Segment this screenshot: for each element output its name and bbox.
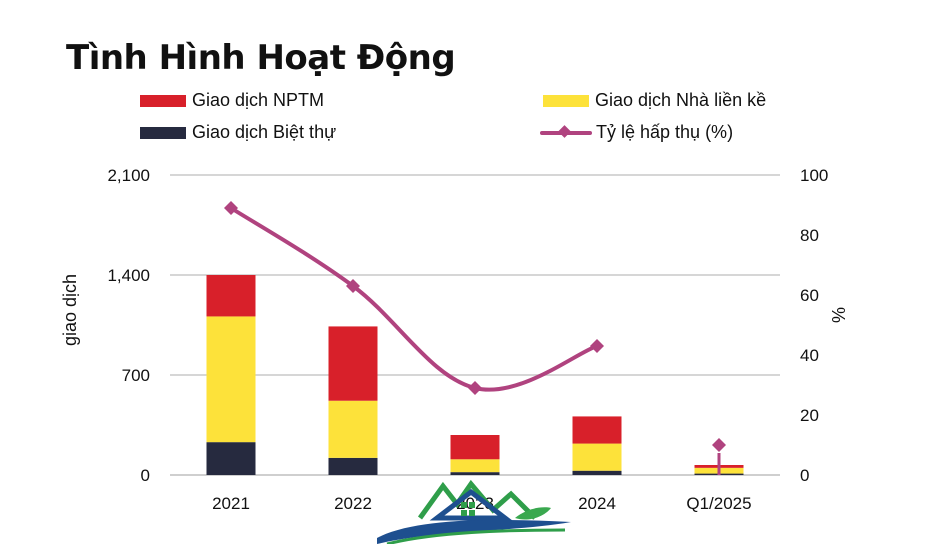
bar-0-0 [206,442,256,475]
bar-1-1 [328,400,378,458]
y2-axis-label: % [828,307,848,323]
bar-0-2 [450,472,500,475]
x-tick-label-3: 2024 [578,494,616,513]
legend-item-ty-le: Tỷ lệ hấp thụ (%) [540,122,733,143]
legend-label-biet-thu: Giao dịch Biệt thự [192,122,337,142]
line-point-2 [468,381,482,395]
legend-item-biet-thu: Giao dịch Biệt thự [140,122,336,143]
y-axis-label: giao dịch [60,274,80,346]
y2-tick-label-60: 60 [800,286,819,305]
legend-swatch-biet-thu [140,126,186,139]
y-tick-label-2100: 2,100 [107,166,150,185]
y2-tick-label-40: 40 [800,346,819,365]
x-tick-label-0: 2021 [212,494,250,513]
bar-1-3 [572,443,622,471]
line-point-1 [346,279,360,293]
bar-0-1 [328,457,378,475]
x-tick-label-1: 2022 [334,494,372,513]
y-tick-label-1400: 1,400 [107,266,150,285]
line-point-0 [224,201,238,215]
y2-tick-label-100: 100 [800,166,828,185]
bar-2-0 [206,275,256,317]
bar-2-1 [328,326,378,401]
legend-label-nptm: Giao dịch NPTM [192,90,325,110]
legend-swatch-nha-lien-ke [543,94,589,107]
legend-label-nha-lien-ke: Giao dịch Nhà liền kề [595,90,767,110]
bar-0-3 [572,470,622,475]
bar-1-0 [206,316,256,443]
y-tick-label-0: 0 [141,466,150,485]
y-tick-label-700: 700 [122,366,150,385]
y2-tick-label-20: 20 [800,406,819,425]
y2-tick-label-80: 80 [800,226,819,245]
x-tick-label-4: Q1/2025 [686,494,751,513]
legend-label-ty-le: Tỷ lệ hấp thụ (%) [596,122,734,142]
line-point-3 [590,339,604,353]
chart-title: Tình Hình Hoạt Động [66,38,456,78]
legend-item-nha-lien-ke: Giao dịch Nhà liền kề [543,90,766,111]
bar-2-3 [572,416,622,444]
bar-2-2 [450,435,500,460]
line-ty-le-hap-thu [229,206,599,392]
y2-tick-label-0: 0 [800,466,809,485]
legend-item-nptm: Giao dịch NPTM [140,90,324,111]
bar-1-2 [450,459,500,473]
legend-line-ty-le [540,124,592,138]
legend-swatch-nptm [140,94,186,107]
house-logo-icon [377,479,571,544]
line-point-4 [712,438,726,452]
